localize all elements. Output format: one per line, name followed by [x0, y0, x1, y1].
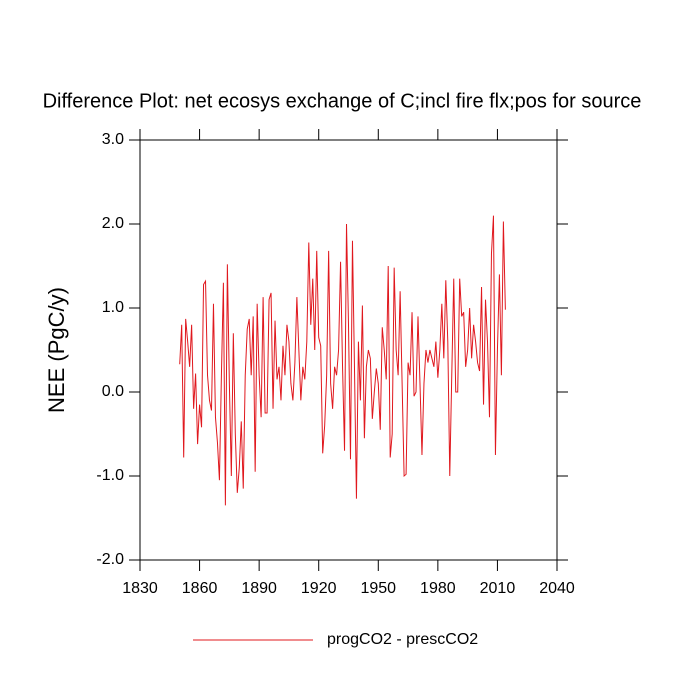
x-tick-label: 1920	[301, 580, 337, 597]
y-tick-label: -2.0	[96, 551, 124, 568]
chart-title: Difference Plot: net ecosys exchange of …	[43, 90, 642, 112]
y-tick-label: 0.0	[102, 383, 124, 400]
x-tick-label: 1860	[182, 580, 218, 597]
y-tick-label: -1.0	[96, 467, 124, 484]
y-tick-label: 3.0	[102, 131, 124, 148]
x-tick-label: 1890	[241, 580, 277, 597]
legend-label: progCO2 - prescCO2	[327, 631, 478, 648]
y-axis-label: NEE (PgC/y)	[44, 287, 69, 413]
x-tick-label: 2010	[480, 580, 516, 597]
x-tick-label: 1830	[122, 580, 158, 597]
y-tick-label: 2.0	[102, 215, 124, 232]
plot-frame	[139, 139, 558, 561]
data-line	[179, 215, 506, 506]
x-tick-label: 1950	[360, 580, 396, 597]
x-tick-label: 2040	[539, 580, 575, 597]
y-tick-label: 1.0	[102, 299, 124, 316]
x-tick-label: 1980	[420, 580, 456, 597]
